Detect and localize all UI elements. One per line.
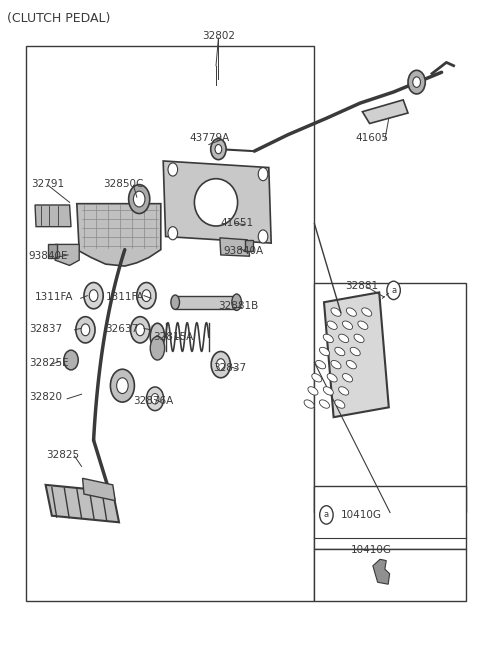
Text: 32881: 32881: [346, 281, 379, 291]
Bar: [314, 549, 466, 601]
Polygon shape: [46, 485, 119, 522]
Text: 93840A: 93840A: [223, 246, 264, 256]
Circle shape: [216, 359, 225, 371]
Ellipse shape: [338, 387, 349, 395]
Ellipse shape: [331, 308, 341, 316]
Circle shape: [117, 378, 128, 394]
Circle shape: [136, 324, 144, 336]
Text: 32825E: 32825E: [29, 357, 69, 368]
Bar: [151, 325, 163, 348]
Ellipse shape: [327, 321, 337, 329]
Circle shape: [258, 230, 268, 243]
Ellipse shape: [232, 294, 241, 310]
Polygon shape: [55, 244, 79, 265]
Circle shape: [168, 227, 178, 240]
Text: 32837: 32837: [29, 323, 62, 334]
Text: 32820: 32820: [29, 392, 62, 403]
Ellipse shape: [350, 348, 360, 355]
Circle shape: [413, 77, 420, 87]
Text: 1311FA: 1311FA: [106, 292, 144, 302]
Polygon shape: [373, 559, 390, 584]
Text: 41605: 41605: [355, 133, 388, 143]
Circle shape: [408, 70, 425, 94]
Circle shape: [81, 324, 90, 336]
Ellipse shape: [308, 387, 318, 395]
Circle shape: [320, 506, 333, 524]
Text: 10410G: 10410G: [341, 510, 382, 520]
Ellipse shape: [346, 308, 357, 316]
Polygon shape: [35, 205, 71, 227]
Ellipse shape: [354, 334, 364, 342]
Polygon shape: [77, 204, 161, 266]
Circle shape: [110, 369, 134, 402]
Text: 32815A: 32815A: [154, 332, 194, 342]
Circle shape: [211, 139, 226, 160]
Ellipse shape: [312, 374, 322, 382]
Text: 32881B: 32881B: [218, 300, 259, 311]
Text: 32802: 32802: [202, 31, 235, 41]
Text: 10410G: 10410G: [350, 545, 391, 555]
Polygon shape: [163, 161, 271, 243]
Ellipse shape: [361, 308, 372, 316]
Ellipse shape: [304, 400, 314, 408]
Text: 1311FA: 1311FA: [35, 292, 73, 302]
Ellipse shape: [335, 348, 345, 355]
Circle shape: [211, 351, 230, 378]
Circle shape: [151, 394, 159, 404]
Text: a: a: [324, 510, 329, 520]
Ellipse shape: [171, 295, 180, 309]
Circle shape: [129, 185, 150, 214]
Bar: [314, 486, 466, 549]
Ellipse shape: [342, 374, 353, 382]
Bar: [245, 240, 253, 251]
Circle shape: [258, 168, 268, 181]
Ellipse shape: [335, 400, 345, 408]
Ellipse shape: [319, 348, 330, 355]
Text: 32791: 32791: [31, 179, 64, 189]
Bar: [175, 296, 237, 309]
Ellipse shape: [150, 336, 165, 360]
Ellipse shape: [358, 321, 368, 329]
Polygon shape: [324, 292, 389, 417]
Bar: [26, 46, 314, 601]
Circle shape: [168, 163, 178, 176]
Circle shape: [146, 387, 164, 411]
Ellipse shape: [323, 387, 334, 395]
Text: a: a: [391, 286, 396, 295]
Circle shape: [131, 317, 150, 343]
Ellipse shape: [346, 361, 357, 369]
Circle shape: [84, 283, 103, 309]
Ellipse shape: [323, 334, 334, 342]
Circle shape: [76, 317, 95, 343]
Text: 43779A: 43779A: [190, 133, 230, 143]
Text: (CLUTCH PEDAL): (CLUTCH PEDAL): [7, 12, 110, 25]
Circle shape: [137, 283, 156, 309]
Text: 32850C: 32850C: [103, 179, 144, 189]
Ellipse shape: [327, 374, 337, 382]
Text: 93840E: 93840E: [29, 251, 68, 261]
Circle shape: [64, 350, 78, 370]
Circle shape: [387, 281, 400, 300]
Text: 32876A: 32876A: [133, 396, 174, 406]
Text: 32825: 32825: [47, 449, 80, 460]
Text: 32637: 32637: [106, 323, 139, 334]
Text: 32837: 32837: [214, 363, 247, 373]
Ellipse shape: [331, 361, 341, 369]
Bar: [314, 283, 466, 512]
Polygon shape: [362, 100, 408, 124]
Ellipse shape: [150, 323, 165, 350]
Bar: [48, 244, 57, 258]
Ellipse shape: [315, 361, 326, 369]
Circle shape: [215, 145, 222, 154]
Circle shape: [142, 290, 151, 302]
Polygon shape: [220, 238, 250, 256]
Circle shape: [133, 191, 145, 207]
Ellipse shape: [342, 321, 353, 329]
Polygon shape: [83, 478, 115, 501]
Ellipse shape: [319, 400, 330, 408]
Ellipse shape: [194, 179, 238, 226]
Circle shape: [89, 290, 98, 302]
Ellipse shape: [338, 334, 349, 342]
Text: 41651: 41651: [221, 218, 254, 229]
